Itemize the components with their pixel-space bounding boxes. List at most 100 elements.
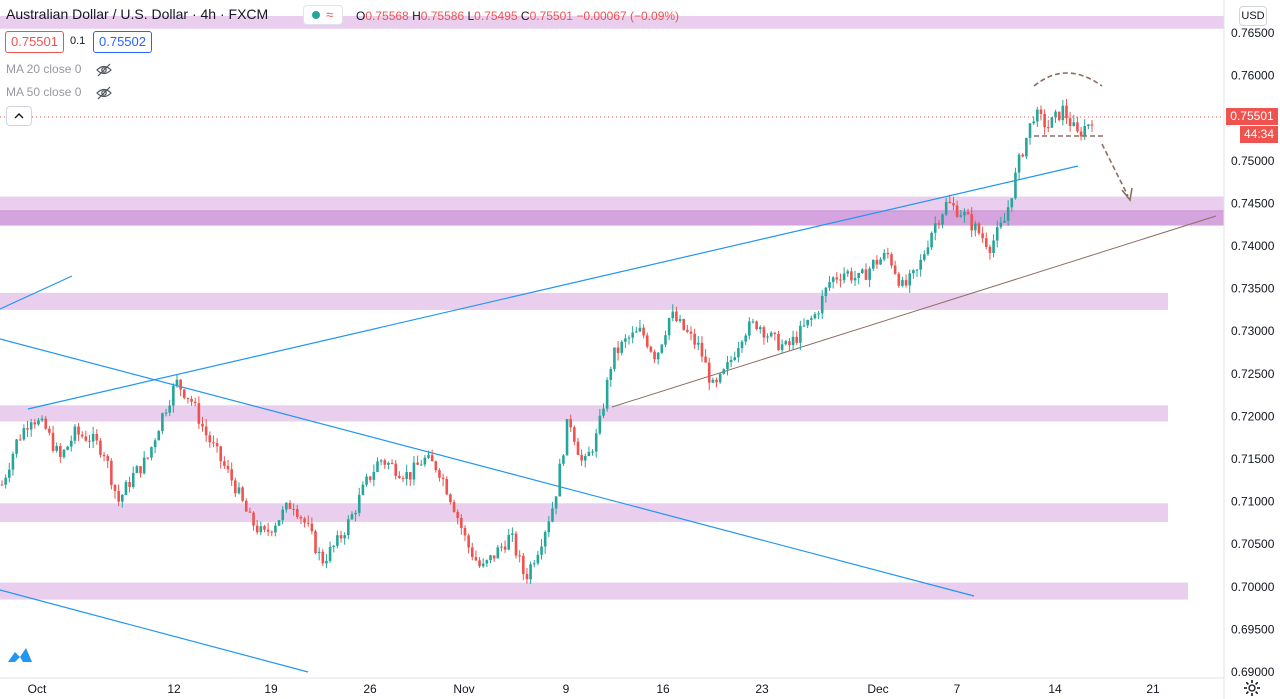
candle-body xyxy=(423,457,427,465)
candle-body xyxy=(882,252,886,260)
candle-body xyxy=(489,555,492,561)
candle-body xyxy=(372,471,376,480)
candle-body xyxy=(150,447,153,458)
candle-body xyxy=(394,463,398,476)
x-tick-label: Dec xyxy=(867,682,888,696)
candle-body xyxy=(864,269,868,280)
candle-body xyxy=(948,201,952,204)
candle-body xyxy=(463,528,467,536)
close-label: C xyxy=(520,9,530,23)
candle-body xyxy=(354,512,357,515)
candle-body xyxy=(44,418,48,429)
candle-body xyxy=(1083,126,1087,137)
candle-body xyxy=(532,563,536,565)
candle-body xyxy=(842,273,846,281)
candle-body xyxy=(11,453,15,470)
candle-body xyxy=(543,532,547,547)
sell-price-button[interactable]: 0.75501 xyxy=(5,31,64,53)
candle-body xyxy=(368,476,372,480)
candle-body xyxy=(336,535,339,546)
low-label: L xyxy=(467,9,475,23)
eye-crossed-icon[interactable] xyxy=(96,86,112,100)
candle-body xyxy=(879,259,882,265)
candle-body xyxy=(667,318,671,336)
zones-layer xyxy=(0,15,1224,600)
candle-body xyxy=(904,280,908,286)
candle-body xyxy=(350,514,354,520)
market-status[interactable]: ≈ xyxy=(303,5,343,25)
candle-body xyxy=(857,273,860,278)
collapse-legend-button[interactable] xyxy=(6,106,32,126)
candle-body xyxy=(620,341,624,353)
candle-body xyxy=(704,356,707,363)
low-value: 0.75495 xyxy=(474,9,518,23)
gear-icon[interactable] xyxy=(1243,679,1261,697)
candle-body xyxy=(153,440,157,448)
candle-body xyxy=(80,434,84,437)
candle-body xyxy=(412,462,416,480)
candle-body xyxy=(478,560,481,567)
candle-body xyxy=(387,462,390,465)
candle-body xyxy=(164,412,168,414)
indicator-ma20[interactable]: MA 20 close 0 xyxy=(6,62,112,77)
annotations-layer xyxy=(1033,72,1133,202)
candle-body xyxy=(780,344,784,350)
candle-body xyxy=(1068,118,1072,126)
candle-body xyxy=(671,311,675,319)
candle-body xyxy=(689,331,693,334)
time-axis[interactable]: Oct 12 19 26 Nov 9 16 23 Dec 7 14 21 xyxy=(28,682,1160,696)
candle-body xyxy=(984,238,988,247)
candle-body xyxy=(117,491,120,502)
candle-body xyxy=(941,214,944,225)
candle-body xyxy=(518,555,521,557)
candle-body xyxy=(583,456,587,461)
buy-price-button[interactable]: 0.75502 xyxy=(93,31,152,53)
candle-body xyxy=(328,546,332,561)
candle-body xyxy=(1017,154,1021,173)
candle-body xyxy=(208,435,212,443)
candle-body xyxy=(1090,124,1094,126)
currency-badge[interactable]: USD xyxy=(1239,6,1267,26)
candle-body xyxy=(686,329,689,332)
candle-body xyxy=(624,338,627,342)
candle-body xyxy=(481,563,485,567)
y-tick-label: 0.71000 xyxy=(1231,495,1275,509)
y-tick-label: 0.76500 xyxy=(1231,26,1275,40)
candle-body xyxy=(562,455,565,464)
indicator-label: MA 20 close 0 xyxy=(6,62,82,76)
candle-body xyxy=(831,277,835,283)
eye-crossed-icon[interactable] xyxy=(96,63,112,77)
candle-body xyxy=(270,531,274,533)
candle-body xyxy=(952,203,955,206)
candle-body xyxy=(219,446,223,462)
y-tick-label: 0.73500 xyxy=(1231,282,1275,296)
candle-body xyxy=(974,223,977,231)
candle-body xyxy=(434,461,438,471)
symbol-title[interactable]: Australian Dollar / U.S. Dollar · 4h · F… xyxy=(6,6,269,22)
candle-body xyxy=(511,533,514,535)
candle-body xyxy=(966,212,970,215)
candle-body xyxy=(605,379,609,409)
candle-body xyxy=(981,233,984,239)
tradingview-logo[interactable] xyxy=(6,643,34,665)
candle-body xyxy=(933,223,937,233)
candle-body xyxy=(1006,207,1010,221)
candle-body xyxy=(594,433,598,452)
candle-body xyxy=(1025,137,1028,157)
candle-body xyxy=(343,535,346,539)
price-axis[interactable]: 0.765000.760000.755000.750000.745000.740… xyxy=(1231,26,1275,679)
candle-body xyxy=(441,477,445,479)
last-price-label: 0.75501 xyxy=(1226,108,1278,125)
indicator-ma50[interactable]: MA 50 close 0 xyxy=(6,85,112,100)
candle-body xyxy=(613,347,616,370)
candle-body xyxy=(383,460,387,465)
candle-body xyxy=(525,574,529,580)
candle-body xyxy=(474,557,478,561)
candle-body xyxy=(547,521,551,533)
candle-body xyxy=(795,336,799,343)
candle-body xyxy=(95,433,99,441)
y-tick-label: 0.74500 xyxy=(1231,196,1275,210)
candle-body xyxy=(627,337,631,339)
candle-body xyxy=(106,456,110,461)
